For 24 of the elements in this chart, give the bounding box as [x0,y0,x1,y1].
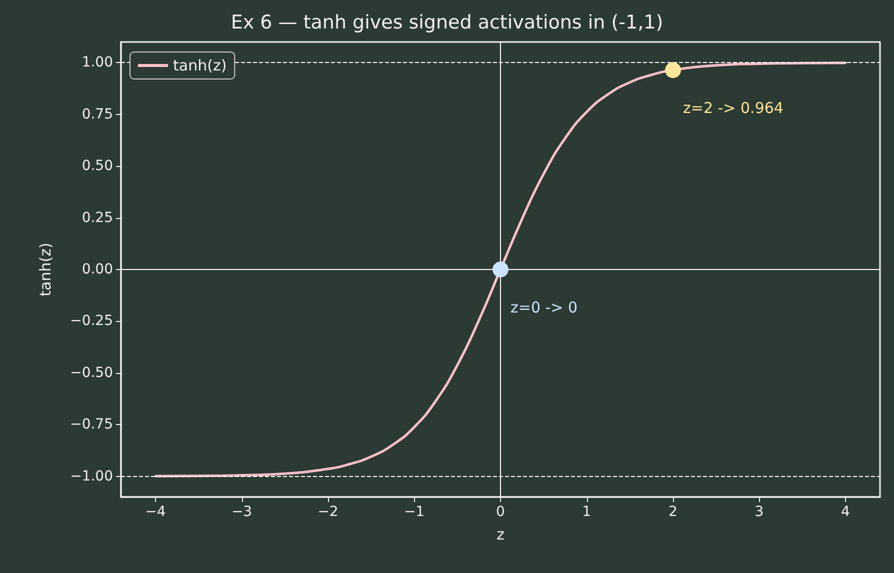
x-tick-label: 0 [496,504,505,520]
x-tick-label: 3 [754,504,764,520]
y-tick-label: −0.75 [70,416,113,433]
x-tick-label: −2 [318,504,338,520]
y-tick-label: 0.25 [82,210,113,226]
y-tick-label: −1.00 [70,468,113,484]
x-tick-label: 4 [841,504,850,520]
y-tick-label: 0.00 [82,262,113,278]
y-tick-label: 1.00 [82,54,113,71]
x-tick-label: 1 [582,504,592,520]
x-tick-label: −3 [231,504,252,520]
chart-title: Ex 6 — tanh gives signed activations in (-1,1) [230,12,664,34]
x-tick-label: −4 [145,504,166,520]
x-tick-label: −1 [404,504,425,520]
legend-label: tanh(z) [173,56,227,74]
y-tick-label: 0.50 [82,158,113,174]
y-tick-label: −0.50 [70,364,113,381]
annotation: z=2 -> 0.964 [683,99,784,118]
x-axis-title: z [496,526,505,544]
y-tick-label: −0.25 [70,313,113,330]
x-tick-label: 2 [668,504,678,520]
y-axis-title: tanh(z) [36,242,54,296]
y-tick-label: 0.75 [82,106,113,122]
annotation: z=0 -> 0 [510,298,578,316]
